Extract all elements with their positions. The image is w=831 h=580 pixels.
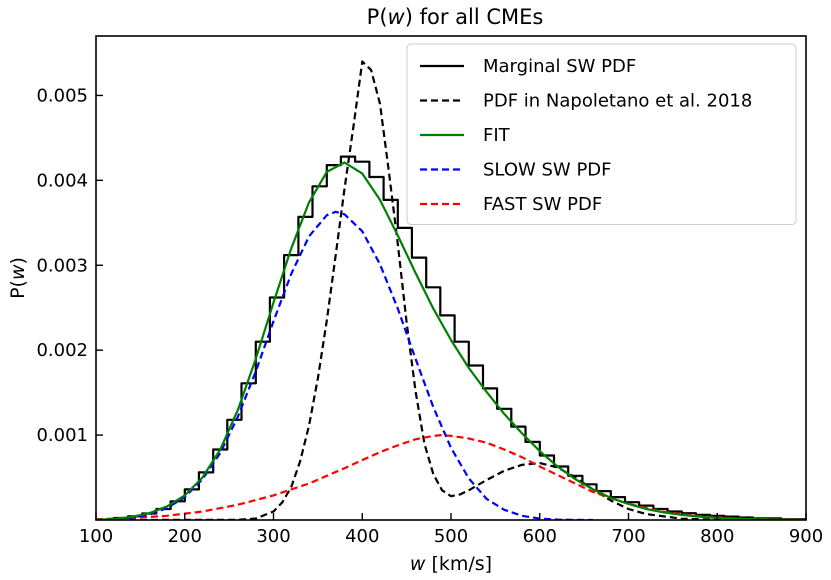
x-tick-label: 700	[611, 526, 645, 547]
series-layer	[96, 60, 806, 520]
legend-label-napoletano: PDF in Napoletano et al. 2018	[483, 91, 752, 112]
x-tick-label: 500	[434, 526, 468, 547]
y-tick-label: 0.004	[36, 170, 88, 191]
series-marginal	[112, 155, 806, 520]
legend: Marginal SW PDF PDF in Napoletano et al. …	[406, 43, 797, 225]
plot-frame	[95, 35, 807, 521]
x-tick-label: 400	[345, 526, 379, 547]
x-tick-label: 900	[789, 526, 823, 547]
x-tick-label: 600	[523, 526, 557, 547]
x-tick-label: 100	[79, 526, 113, 547]
y-tick-label: 0.005	[36, 85, 88, 106]
y-tick-label: 0.002	[36, 340, 88, 361]
x-axis-title: w [km/s]	[410, 553, 492, 575]
x-tick-label: 800	[700, 526, 734, 547]
x-tick-label: 200	[168, 526, 202, 547]
y-tick-label: 0.001	[36, 425, 88, 446]
y-axis-title: P(w)	[7, 257, 29, 299]
legend-label-slow: SLOW SW PDF	[483, 160, 612, 181]
y-tick-label: 0.003	[36, 255, 88, 276]
legend-label-fast: FAST SW PDF	[483, 194, 602, 215]
legend-label-marginal: Marginal SW PDF	[483, 56, 636, 77]
legend-box	[406, 43, 797, 225]
series-fit	[96, 161, 806, 520]
series-slow	[96, 210, 594, 520]
ticks-layer: 100 200 300 400 500 600 700 800 900 0.001 0.002 0.0…	[36, 85, 823, 547]
chart-title: P(w) for all CMEs	[367, 5, 544, 29]
legend-label-fit: FIT	[483, 125, 511, 146]
x-tick-label: 300	[256, 526, 290, 547]
